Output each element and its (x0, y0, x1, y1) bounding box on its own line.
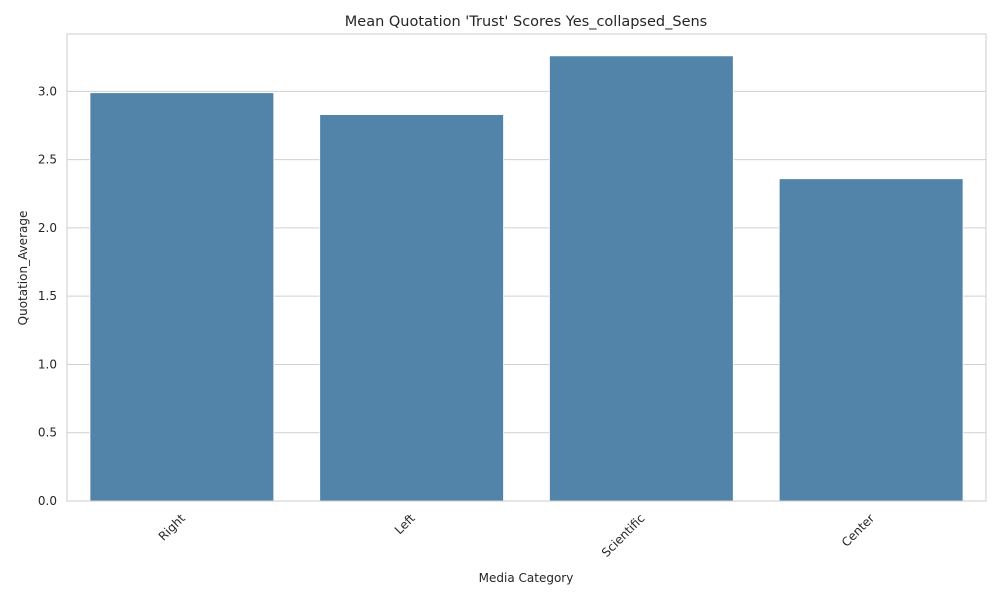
plot-frame (66, 33, 987, 502)
y-axis-ticks: 0.0 0.5 1.0 1.5 2.0 2.5 3.0 (38, 84, 57, 508)
x-tick-label: Scientific (599, 511, 648, 560)
x-tick-label: Right (156, 511, 188, 543)
bar-left (319, 114, 504, 502)
y-tick-label: 0.5 (38, 426, 57, 440)
y-axis-label: Quotation_Average (16, 211, 30, 326)
bar-right (89, 92, 275, 502)
chart-title: Mean Quotation 'Trust' Scores Yes_collap… (345, 14, 707, 30)
bar-center (778, 178, 964, 502)
bars (89, 55, 964, 502)
x-axis-ticks: Right Left Scientific Center (156, 511, 878, 560)
y-tick-label: 3.0 (38, 84, 57, 98)
y-tick-label: 1.5 (38, 289, 57, 303)
y-tick-label: 2.0 (38, 221, 57, 235)
y-tick-label: 0.0 (38, 494, 57, 508)
bar-scientific (549, 55, 734, 502)
y-tick-label: 2.5 (38, 153, 57, 167)
axes-frame (66, 33, 987, 502)
x-tick-label: Left (392, 511, 418, 537)
x-tick-label: Center (839, 511, 878, 550)
x-axis-label: Media Category (479, 571, 574, 585)
y-tick-label: 1.0 (38, 357, 57, 371)
